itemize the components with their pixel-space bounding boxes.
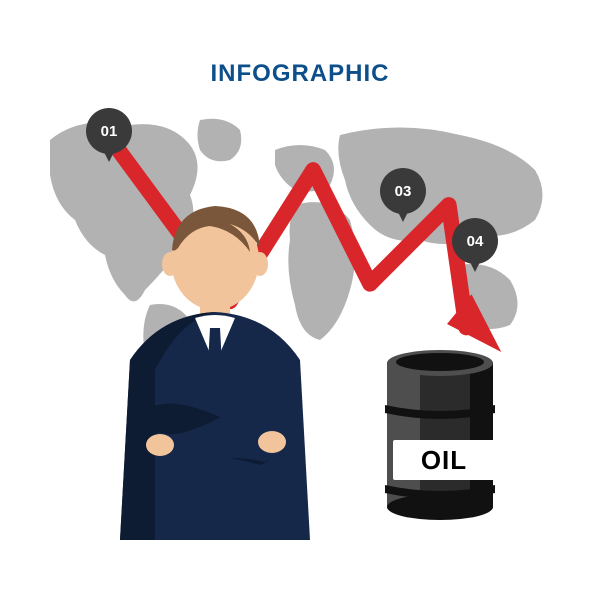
page-title: INFOGRAPHIC xyxy=(0,60,600,88)
infographic-canvas: INFOGRAPHIC 01 03 xyxy=(0,0,600,600)
businessman-icon xyxy=(100,200,330,540)
pin-label: 04 xyxy=(467,233,484,250)
pin-04: 04 xyxy=(452,218,498,276)
barrel-label: OIL xyxy=(393,440,495,480)
pin-tail-icon xyxy=(396,208,410,222)
pin-03: 03 xyxy=(380,168,426,226)
pin-label: 03 xyxy=(395,183,412,200)
pin-tail-icon xyxy=(102,148,116,162)
pin-tail-icon xyxy=(468,258,482,272)
pin-label: 01 xyxy=(101,123,118,140)
pin-01: 01 xyxy=(86,108,132,166)
oil-barrel-icon: OIL xyxy=(375,345,505,525)
